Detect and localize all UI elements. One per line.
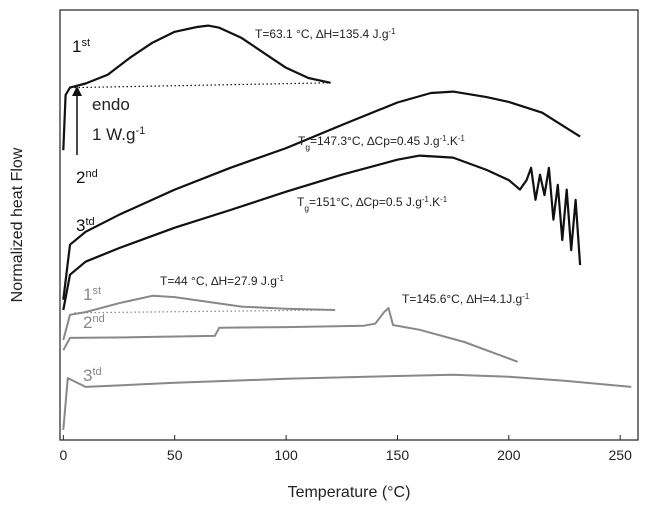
curve-label-part: 2 xyxy=(83,313,92,332)
annotation-part: T xyxy=(298,134,306,148)
scale-bottom-label-part: -1 xyxy=(135,125,145,137)
x-tick-label: 200 xyxy=(497,447,521,463)
annotation-part: T xyxy=(297,195,305,209)
curve-label: 1st xyxy=(72,37,90,56)
curve-label-part: nd xyxy=(85,168,97,180)
x-tick-label: 250 xyxy=(609,447,633,463)
annotation-part: -1 xyxy=(389,27,396,36)
baseline xyxy=(74,82,331,89)
annotation-part: =151°C, ∆Cp=0.5 J.g xyxy=(309,195,422,209)
annotation-part: T=145.6°C, ∆H=4.1J.g xyxy=(402,292,522,306)
x-tick-label: 0 xyxy=(59,447,67,463)
annotation-part: -1 xyxy=(277,274,284,283)
annotation: T=63.1 °C, ∆H=135.4 J.g-1 xyxy=(255,27,395,42)
annotation-part: -1 xyxy=(458,134,465,143)
curve xyxy=(62,294,336,341)
x-tick-label: 100 xyxy=(274,447,298,463)
curve-label: 3td xyxy=(76,216,95,235)
scale-arrow-head xyxy=(72,86,82,96)
annotation-part: -1 xyxy=(440,195,447,204)
annotation-part: g xyxy=(305,142,310,152)
curve xyxy=(62,154,582,311)
curve-label-part: 2 xyxy=(76,168,85,187)
curve-label-part: st xyxy=(92,285,101,297)
y-axis-label: Normalized heat Flow xyxy=(9,147,26,302)
curve-label-part: 1 xyxy=(83,285,92,304)
curve xyxy=(62,373,632,430)
annotation-part: -1 xyxy=(440,134,447,143)
curve xyxy=(62,24,331,151)
annotation-part: .K xyxy=(429,195,440,209)
curve-label: 2nd xyxy=(83,313,105,332)
annotation-part: g xyxy=(304,203,309,213)
annotation-part: .K xyxy=(447,134,458,148)
curve-label-part: st xyxy=(81,37,90,49)
curve-label-part: td xyxy=(92,366,101,378)
x-tick-label: 150 xyxy=(386,447,410,463)
scale-bottom-label: 1 W.g-1 xyxy=(92,125,145,144)
scale-bottom-label-part: 1 W.g xyxy=(92,125,135,144)
x-axis-label: Temperature (°C) xyxy=(288,484,411,501)
plot-frame xyxy=(59,9,639,441)
annotation: Tg=147.3°C, ∆Cp=0.45 J.g-1.K-1 xyxy=(298,134,465,153)
annotation-part: -1 xyxy=(422,195,429,204)
curve-label-part: nd xyxy=(92,313,104,325)
curve xyxy=(62,307,519,363)
baseline xyxy=(74,309,336,314)
curve-label-part: 1 xyxy=(72,37,81,56)
annotation-part: T=63.1 °C, ∆H=135.4 J.g xyxy=(255,27,389,41)
scale-top-label: endo xyxy=(92,95,130,114)
annotation-part: =147.3°C, ∆Cp=0.45 J.g xyxy=(310,134,440,148)
curve-label-part: 3 xyxy=(76,216,85,235)
curve-label: 2nd xyxy=(76,168,98,187)
curve xyxy=(62,90,581,300)
x-tick-label: 50 xyxy=(167,447,183,463)
curve-label-part: 3 xyxy=(83,366,92,385)
annotation-part: T=44 °C, ∆H=27.9 J.g xyxy=(160,274,277,288)
curve-label-part: td xyxy=(85,216,94,228)
annotation-part: -1 xyxy=(522,292,529,301)
curve-label: 3td xyxy=(83,366,102,385)
annotation: Tg=151°C, ∆Cp=0.5 J.g-1.K-1 xyxy=(297,195,447,214)
annotation: T=145.6°C, ∆H=4.1J.g-1 xyxy=(402,292,529,307)
annotation: T=44 °C, ∆H=27.9 J.g-1 xyxy=(160,274,284,289)
curve-label: 1st xyxy=(83,285,101,304)
